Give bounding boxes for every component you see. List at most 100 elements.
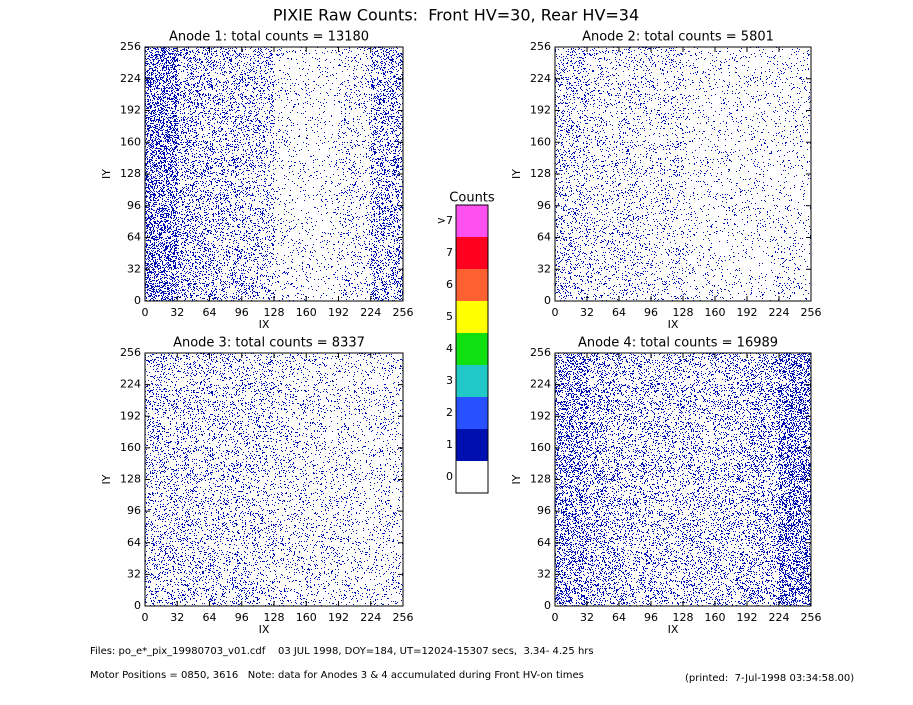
y-axis-label: IY [510,474,523,484]
y-tick-label: 0 [134,599,141,612]
y-tick-label: 192 [530,409,551,422]
y-tick-label: 128 [120,473,141,486]
y-tick-label: 32 [127,567,141,580]
footer-files: Files: po_e*_pix_19980703_v01.cdf 03 JUL… [90,646,594,657]
colorbar-label: 3 [446,374,453,387]
x-tick-label: 64 [612,611,626,624]
x-tick-label: 128 [264,306,285,319]
count-dots [209,47,242,301]
count-dots [209,353,242,606]
colorbar-label: 4 [446,342,453,355]
y-axis-label: IY [510,169,523,179]
y-tick-label: 64 [537,536,551,549]
x-tick-label: 160 [705,611,726,624]
y-tick-label: 256 [120,40,141,53]
y-tick-label: 128 [530,473,551,486]
colorbar-cell [456,237,488,269]
y-tick-label: 160 [120,441,141,454]
y-tick-label: 96 [127,504,141,517]
colorbar-label: >7 [437,214,453,227]
x-tick-label: 160 [705,306,726,319]
count-dots [241,353,274,606]
plot-title: Anode 3: total counts = 8337 [173,336,365,351]
x-tick-label: 192 [328,611,349,624]
x-axis-label: IX [259,318,270,331]
colorbar-cell [456,333,488,365]
x-tick-label: 64 [203,306,217,319]
y-tick-label: 96 [537,504,551,517]
y-tick-label: 0 [544,294,551,307]
y-tick-label: 224 [120,378,141,391]
colorbar-label: 6 [446,278,453,291]
x-tick-label: 32 [580,306,594,319]
y-tick-label: 160 [120,135,141,148]
x-tick-label: 224 [769,306,790,319]
footer-printed: (printed: 7-Jul-1998 03:34:58.00) [685,673,854,684]
y-tick-label: 96 [127,199,141,212]
x-axis-label: IX [259,623,270,636]
x-tick-label: 256 [801,611,822,624]
x-tick-label: 96 [235,306,249,319]
colorbar-label: 5 [446,310,453,323]
y-axis-label: IY [100,474,113,484]
plot-title: Anode 2: total counts = 5801 [582,30,774,45]
count-dots [177,47,210,301]
y-tick-label: 0 [544,599,551,612]
x-tick-label: 96 [644,611,658,624]
count-dots [145,47,178,301]
colorbar-cell [456,397,488,429]
colorbar-frame [455,204,489,494]
x-tick-label: 224 [360,611,381,624]
count-dots [587,353,619,606]
x-axis-label: IX [668,623,679,636]
colorbar-title: Counts [449,191,495,206]
y-tick-label: 32 [537,567,551,580]
count-dots [241,47,274,301]
colorbar-cell [456,461,488,493]
page-title: PIXIE Raw Counts: Front HV=30, Rear HV=3… [273,6,639,25]
x-axis-label: IX [668,318,679,331]
count-dots [747,353,779,606]
plot: 0 32 64 96 128 160 192 224 256 0 32 64 96 128 160 192 22… [100,30,414,332]
plot: 0 32 64 96 128 160 192 224 256 0 32 64 96 128 160 192 22… [510,336,822,637]
x-tick-label: 128 [264,611,285,624]
count-dots [747,47,779,301]
y-tick-label: 256 [120,346,141,359]
y-tick-label: 192 [530,104,551,117]
x-tick-label: 192 [737,306,758,319]
count-dots [555,47,587,301]
x-tick-label: 0 [142,306,149,319]
y-tick-label: 0 [134,294,141,307]
count-dots [683,353,715,606]
x-tick-label: 256 [393,611,414,624]
colorbar-label: 1 [446,438,453,451]
x-tick-label: 224 [360,306,381,319]
x-tick-label: 32 [580,611,594,624]
y-tick-label: 96 [537,199,551,212]
x-tick-label: 160 [296,611,317,624]
y-tick-label: 32 [127,262,141,275]
count-dots [779,48,811,300]
count-dots [555,353,587,606]
y-axis-label: IY [100,169,113,179]
y-tick-label: 256 [530,346,551,359]
count-dots [338,47,371,300]
count-dots [177,353,210,606]
colorbar-label: 2 [446,406,453,419]
plot: 0 32 64 96 128 160 192 224 256 0 32 64 96 128 160 192 22… [100,336,414,637]
y-tick-label: 224 [120,72,141,85]
footer-motor: Motor Positions = 0850, 3616 Note: data … [90,670,584,681]
colorbar-cell [456,365,488,397]
x-tick-label: 64 [203,611,217,624]
count-dots [715,353,747,606]
x-tick-label: 256 [801,306,822,319]
x-tick-label: 32 [170,611,184,624]
y-tick-label: 192 [120,409,141,422]
plot: 0 32 64 96 128 160 192 224 256 0 32 64 96 128 160 192 22… [510,30,822,332]
count-dots [619,47,651,300]
plot-title: Anode 1: total counts = 13180 [169,30,369,45]
x-tick-label: 192 [737,611,758,624]
count-dots [651,353,683,606]
count-dots [779,353,811,606]
